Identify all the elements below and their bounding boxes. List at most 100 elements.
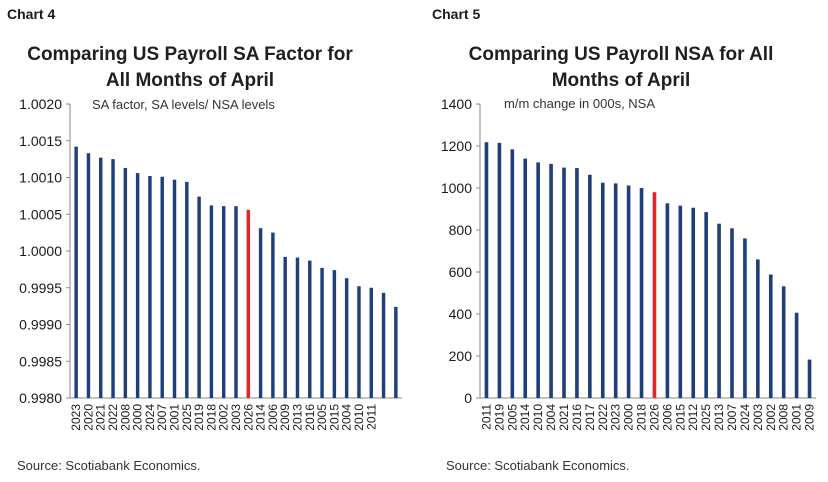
chart4-xtick-label: 2015 — [327, 404, 341, 431]
chart4-xtick-label: 2008 — [118, 404, 132, 431]
chart5-bar — [730, 228, 734, 398]
chart4-xtick-label: 2026 — [241, 404, 255, 431]
chart4-bar — [111, 159, 115, 398]
chart5-ytick-label: 400 — [449, 306, 473, 322]
chart5-bar — [575, 168, 579, 398]
chart5-annotation: m/m change in 000s, NSA — [504, 96, 655, 111]
chart4-xtick-label: 2009 — [278, 404, 292, 431]
chart4-xtick-label: 2019 — [192, 404, 206, 431]
chart4-ytick-label: 1.0020 — [19, 96, 62, 112]
chart5-xtick-label: 2014 — [518, 404, 532, 431]
chart5-xtick-label: 2007 — [725, 404, 739, 431]
chart4-xtick-label: 2018 — [204, 404, 218, 431]
chart4-ytick-label: 1.0010 — [19, 170, 62, 186]
chart4-bar — [258, 228, 263, 398]
chart4-xtick-label: 2013 — [290, 404, 304, 431]
chart4-bar — [160, 176, 164, 398]
chart5-bar — [600, 182, 605, 398]
chart5-bar — [497, 142, 502, 398]
chart5-panel: Chart 5 Comparing US Payroll NSA for All… — [414, 0, 828, 482]
chart4-xtick-label: 2022 — [106, 404, 120, 431]
chart5-bar — [652, 192, 657, 398]
chart5-bar — [704, 212, 708, 398]
chart5-xtick-label: 2025 — [699, 404, 713, 431]
chart4-xtick-label: 2016 — [303, 404, 317, 431]
chart5-bar — [484, 142, 489, 398]
chart5-ytick-label: 1400 — [441, 96, 472, 112]
chart5-xtick-label: 2013 — [712, 404, 726, 431]
chart4-xtick-label: 2020 — [81, 404, 95, 431]
chart4-bar — [221, 206, 226, 398]
chart4-xtick-label: 2002 — [217, 404, 231, 431]
chart4-bar — [381, 292, 386, 398]
chart4-xtick-label: 2010 — [352, 404, 366, 431]
chart4-bar — [148, 176, 152, 398]
chart4-bar — [271, 232, 275, 398]
chart4-bar — [123, 167, 128, 398]
chart4-bar — [308, 260, 312, 398]
chart5-ytick-label: 1200 — [441, 138, 472, 154]
chart4-xtick-label: 2024 — [143, 404, 157, 431]
chart4-ytick-label: 1.0005 — [19, 206, 62, 222]
chart4-bar — [283, 256, 287, 398]
chart4-title: Comparing US Payroll SA Factor for All M… — [0, 42, 380, 94]
chart4-xtick-label: 2005 — [315, 404, 329, 431]
chart4-bar — [246, 209, 251, 398]
chart4-bar — [295, 257, 300, 398]
chart4-ytick-label: 0.9990 — [19, 317, 62, 333]
chart5-bar — [756, 259, 760, 398]
chart5-ytick-label: 1000 — [441, 180, 472, 196]
chart4-xtick-label: 2011 — [364, 404, 378, 430]
chart5-xtick-label: 2008 — [777, 404, 791, 431]
chart4-bar — [197, 196, 201, 398]
chart4-bar — [135, 173, 140, 398]
chart4-label: Chart 4 — [7, 6, 56, 22]
chart5-xtick-label: 2001 — [790, 404, 804, 431]
chart4-bar — [209, 205, 214, 398]
chart4-bar — [86, 153, 91, 398]
chart4-xtick-label: 2001 — [168, 404, 182, 431]
chart5-xtick-label: 2016 — [570, 404, 584, 431]
chart5-xtick-label: 2004 — [544, 404, 558, 431]
chart5-bar — [613, 183, 618, 398]
chart5-title-line2: Months of April — [551, 70, 691, 91]
chart4-title-line2: All Months of April — [105, 70, 275, 91]
chart4-bar — [394, 306, 398, 398]
chart5-bar — [781, 286, 786, 398]
chart5-bar — [562, 167, 566, 398]
chart4-plot: SA factor, SA levels/ NSA levels 0.9980 0.… — [19, 96, 402, 431]
chart5-xtick-label: 2015 — [673, 404, 687, 431]
chart5-ytick-label: 800 — [449, 222, 473, 238]
chart4-bar — [172, 179, 177, 398]
chart5-bar — [510, 149, 515, 398]
chart4-panel: Chart 4 Comparing US Payroll SA Factor f… — [0, 6, 402, 473]
chart4-bar — [234, 206, 238, 398]
chart4-source: Source: Scotiabank Economics. — [17, 458, 201, 473]
chart5-bar — [768, 274, 773, 398]
chart4-bar — [74, 146, 78, 398]
chart5-xtick-label: 2003 — [751, 404, 765, 431]
chart5-bar — [717, 223, 721, 398]
chart5-xtick-label: 2024 — [738, 404, 752, 431]
chart5-bar — [588, 174, 592, 398]
chart4-bar — [332, 270, 337, 398]
chart5-bar — [691, 207, 696, 398]
chart5-xtick-label: 2006 — [660, 404, 674, 431]
chart4-xtick-label: 2025 — [180, 404, 194, 431]
chart4-xtick-label: 2004 — [340, 404, 354, 431]
chart5-bar — [639, 188, 644, 398]
chart5-ytick-label: 0 — [464, 390, 472, 406]
chart5-xtick-label: 2018 — [635, 404, 649, 431]
chart5-bar — [536, 162, 540, 398]
chart5-xtick-label: 2023 — [609, 404, 623, 431]
chart4-annotation: SA factor, SA levels/ NSA levels — [92, 97, 275, 112]
chart5-bar — [549, 163, 553, 398]
chart5-bar — [626, 185, 631, 398]
chart4-xtick-label: 2007 — [155, 404, 169, 431]
chart5-bar — [523, 158, 528, 398]
chart5-xtick-label: 2010 — [531, 404, 545, 431]
chart4-bar — [369, 287, 373, 398]
chart5-xtick-label: 2000 — [622, 404, 636, 431]
chart4-bar — [344, 278, 349, 398]
chart4-ytick-label: 1.0000 — [19, 243, 62, 259]
